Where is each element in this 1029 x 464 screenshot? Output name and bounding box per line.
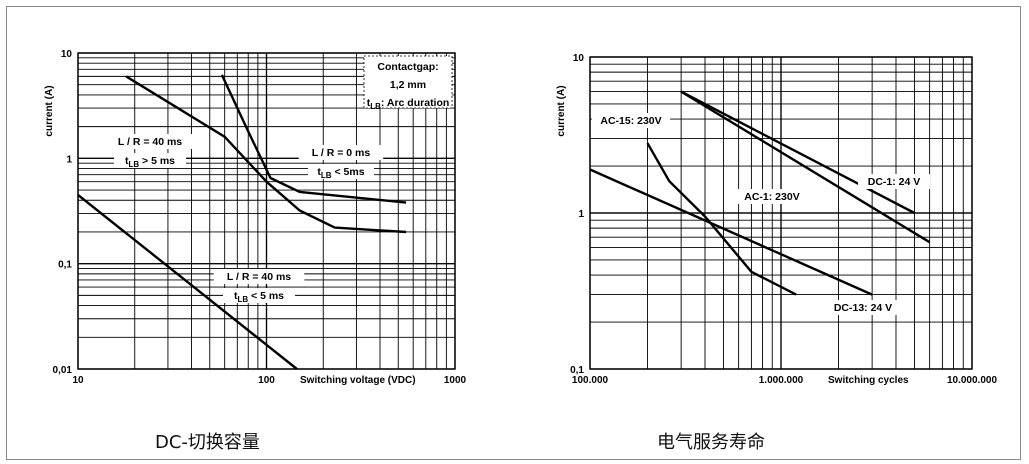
- chart-1: [589, 56, 973, 386]
- x-axis-label: Switching cycles: [828, 375, 909, 386]
- x-tick-label: 100.000: [572, 375, 609, 386]
- xlabel-bg: [296, 372, 438, 386]
- y-tick-label: 10: [573, 53, 585, 64]
- annotation-bg: [591, 113, 671, 128]
- y-tick-label: 10: [61, 49, 73, 60]
- caption-right: 电气服务寿命: [657, 432, 765, 453]
- plot-border: [77, 52, 456, 370]
- y-tick-label: 1: [578, 209, 584, 220]
- y-axis-label: current (A): [44, 85, 55, 136]
- y-axis-label: current (A): [556, 85, 567, 136]
- figure-frame: [6, 6, 1021, 460]
- annotation-text: L / R = 40 ms: [118, 136, 182, 148]
- annotation-bg: [223, 288, 295, 303]
- annotation-text: tLB > 5 ms: [125, 155, 175, 169]
- annotation-bg: [114, 153, 186, 168]
- legend-text: Contactgap:: [377, 61, 438, 73]
- annotation-text: L / R = 0 ms: [312, 147, 371, 159]
- y-tick-label: 0,1: [58, 260, 72, 271]
- annotation-text: tLB < 5ms: [317, 166, 364, 180]
- series-line-0: [680, 90, 916, 215]
- plot-border: [589, 56, 973, 370]
- annotation-bg: [736, 189, 808, 204]
- annotation-bg: [298, 145, 384, 160]
- annotation-text: tLB < 5 ms: [234, 290, 284, 304]
- chart-0: [77, 52, 456, 386]
- annotation-text: DC-1: 24 V: [868, 176, 921, 188]
- legend-text: tLB: Arc duration: [367, 97, 450, 111]
- y-tick-label: 0,01: [53, 365, 73, 376]
- annotation-text: DC-13: 24 V: [834, 302, 892, 314]
- series-line-1: [220, 74, 407, 204]
- series-line-2: [646, 142, 797, 296]
- annotation-bg: [104, 134, 196, 149]
- y-tick-label: 1: [66, 154, 72, 165]
- series-line-0: [125, 75, 407, 234]
- x-tick-label: 100: [258, 375, 275, 386]
- annotation-text: AC-15: 230V: [600, 115, 661, 127]
- x-tick-label: 10: [72, 375, 84, 386]
- y-tick-label: 0,1: [570, 365, 584, 376]
- caption-left: DC-切换容量: [155, 432, 260, 453]
- legend-text: 1,2 mm: [390, 79, 426, 91]
- x-tick-label: 1000: [444, 375, 467, 386]
- x-tick-label: 10.000.000: [947, 375, 997, 386]
- annotation-bg: [308, 164, 374, 179]
- xlabel-bg: [824, 372, 930, 386]
- x-tick-label: 1.000.000: [759, 375, 804, 386]
- annotation-text: AC-1: 230V: [744, 191, 799, 203]
- series-line-1: [680, 90, 931, 244]
- annotation-bg: [823, 300, 903, 315]
- annotation-text: L / R = 40 ms: [227, 271, 291, 283]
- series-line-2: [77, 193, 298, 370]
- legend-box: [363, 55, 453, 109]
- annotation-bg: [858, 174, 930, 189]
- annotation-bg: [213, 269, 305, 284]
- series-line-3: [589, 168, 873, 296]
- x-axis-label: Switching voltage (VDC): [300, 375, 416, 386]
